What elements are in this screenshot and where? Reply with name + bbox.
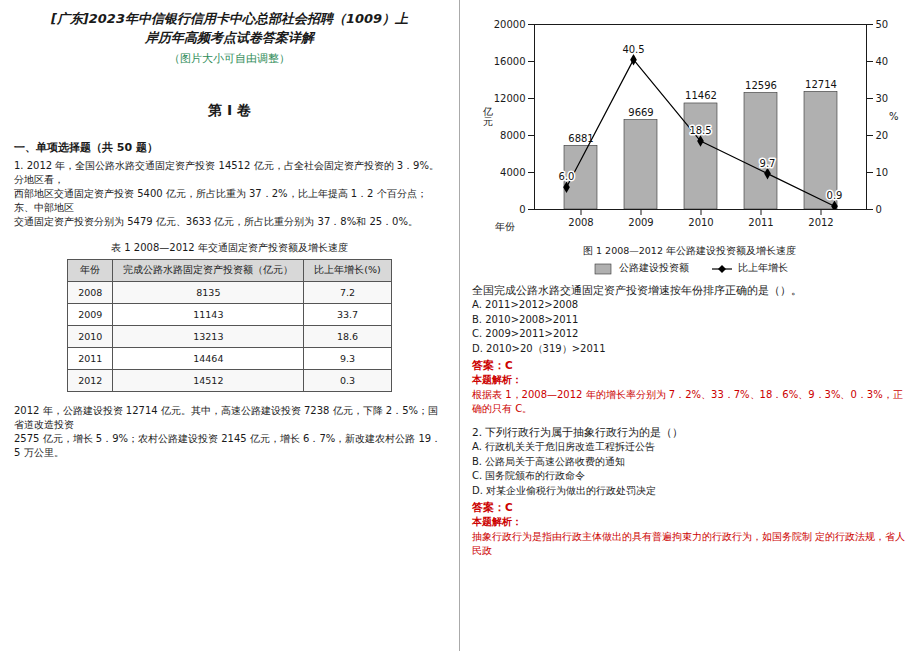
html-text:本题解析：: 本题解析： [472,374,522,386]
svg-text:年份: 年份 [495,221,515,232]
html-text:2011: 2011 [78,352,103,364]
html-text:[广东]2023年中信银行信用卡中心总部社会招聘（1009）: [广东]2023年中信银行信用卡中心总部社会招聘（1009）上 [50,11,409,26]
html-text:比上年增长(%): 比上年增长(%) [314,263,381,275]
html-text:A. 行政机关关于危旧房改造工程拆迁公告: A. 行政机关关于危旧房改造工程拆迁公告 [472,441,655,453]
svg-text:40.5: 40.5 [622,44,644,55]
html-text:7.2: 7.2 [340,286,356,298]
svg-text:0: 0 [876,204,882,215]
html-text:11143: 11143 [193,308,224,320]
html-text:18.6: 18.6 [337,330,359,342]
html-text:第 Ⅰ 卷: 第 Ⅰ 卷 [208,101,251,118]
svg-text:9669: 9669 [628,107,653,118]
svg-text:2010: 2010 [688,217,713,228]
html-text:年份: 年份 [80,263,101,275]
html-text:2012: 2012 [78,374,103,386]
svg-text:6881: 6881 [568,132,594,144]
svg-text:2011: 2011 [748,217,773,228]
svg-text:18.5: 18.5 [689,125,711,136]
html-text:B. 2010>2008>2011: B. 2010>2008>2011 [472,313,579,325]
svg-text:%: % [889,111,899,122]
html-text:D. 2010>20（319）>2011: D. 2010>20（319）>2011 [472,342,606,354]
html-text:全国完成公路水路交通固定资产投资增速按年份排序正确的是（）。: 全国完成公路水路交通固定资产投资增速按年份排序正确的是（）。 [472,284,802,296]
html-text:抽象行政行为是指由行政主体做出的具有普遍拘束力的行政行为，如: 抽象行政行为是指由行政主体做出的具有普遍拘束力的行政行为，如国务院制 定的行政法… [472,530,906,557]
html-text:一、单项选择题（共 50 题）: 一、单项选择题（共 50 题） [14,140,158,154]
svg-text:亿元: 亿元 [482,106,493,127]
svg-text:40: 40 [876,56,889,67]
html-text:2012 年，公路建设投资 12714 亿元。其中，高速公路: 2012 年，公路建设投资 12714 亿元。其中，高速公路建设投资 7238 … [14,404,438,430]
svg-text:11462: 11462 [685,90,717,101]
svg-text:16000: 16000 [494,56,526,67]
html-text:图 1 2008—2012 年公路建设投资额及增长速度: 图 1 2008—2012 年公路建设投资额及增长速度 [583,245,796,256]
html-text:（图片大小可自由调整）: （图片大小可自由调整） [169,51,290,64]
svg-text:30: 30 [876,93,889,104]
html-text:西部地区交通固定资产投资 5400 亿元，所占比重为 37．: 西部地区交通固定资产投资 5400 亿元，所占比重为 37．2%，比上年提高 1… [14,187,427,213]
html-text:完成公路水路固定资产投资额（亿元）: 完成公路水路固定资产投资额（亿元） [123,263,294,275]
html-text:B. 公路局关于高速公路收费的通知: B. 公路局关于高速公路收费的通知 [472,455,626,467]
svg-text:20: 20 [876,130,889,141]
html-text:2010: 2010 [78,330,103,342]
html-text:岸历年高频考点试卷答案详解: 岸历年高频考点试卷答案详解 [145,29,314,45]
html-text:0.3: 0.3 [340,374,356,386]
html-text:根据表 1，2008—2012 年的增长率分别为 7．2%、: 根据表 1，2008—2012 年的增长率分别为 7．2%、33．7%、18．6… [472,388,903,415]
svg-text:12000: 12000 [494,93,526,104]
svg-text:6.0: 6.0 [559,171,575,182]
svg-text:12714: 12714 [805,79,837,90]
html-text:2009: 2009 [78,308,103,320]
html-text:2008: 2008 [78,286,103,298]
html-text:14512: 14512 [193,374,224,386]
svg-text:2008: 2008 [568,217,593,228]
html-text:答案：C: 答案：C [472,359,513,372]
html-text:9.3: 9.3 [340,352,356,364]
svg-text:9.7: 9.7 [760,158,776,169]
html-text:C. 2009>2011>2012: C. 2009>2011>2012 [472,328,579,340]
svg-text:0: 0 [519,204,525,215]
html-text:2. 下列行政行为属于抽象行政行为的是（）: 2. 下列行政行为属于抽象行政行为的是（） [472,425,684,438]
html-text:公路建设投资额: 公路建设投资额 [618,262,689,273]
html-text:表 1 2008—2012 年交通固定资产投资额及增长速度: 表 1 2008—2012 年交通固定资产投资额及增长速度 [111,241,348,253]
html-text:13213: 13213 [193,330,224,342]
html-text:33.7: 33.7 [337,308,359,320]
html-text:本题解析：: 本题解析： [472,516,522,528]
html-text:8135: 8135 [196,286,221,298]
svg-text:2012: 2012 [808,217,833,228]
html-text:C. 国务院颁布的行政命令: C. 国务院颁布的行政命令 [472,470,586,482]
svg-text:4000: 4000 [500,167,525,178]
html-text:2575 亿元，增长 5．9%；农村公路建设投资 2145: 2575 亿元，增长 5．9%；农村公路建设投资 2145 亿元，增长 6．7%… [14,432,442,458]
html-text:A. 2011>2012>2008: A. 2011>2012>2008 [472,299,579,311]
html-text:比上年增长: 比上年增长 [737,262,788,273]
html-text:1. 2012 年，全国公路水路交通固定资产投资 14512: 1. 2012 年，全国公路水路交通固定资产投资 14512 亿元，占全社会固定… [14,159,439,185]
svg-text:0.9: 0.9 [827,190,843,201]
svg-text:8000: 8000 [500,130,525,141]
html-text:交通固定资产投资分别为 5479 亿元、3633 亿元，所占: 交通固定资产投资分别为 5479 亿元、3633 亿元，所占比重分别为 37．8… [14,215,418,227]
svg-text:12596: 12596 [745,80,777,91]
html-text:14464: 14464 [193,352,224,364]
html-text:答案：C: 答案：C [472,501,513,514]
svg-text:50: 50 [876,19,889,30]
svg-text:2009: 2009 [628,217,653,228]
html-text:D. 对某企业偷税行为做出的行政处罚决定: D. 对某企业偷税行为做出的行政处罚决定 [472,484,657,496]
svg-text:20000: 20000 [494,19,526,30]
svg-text:10: 10 [876,167,889,178]
